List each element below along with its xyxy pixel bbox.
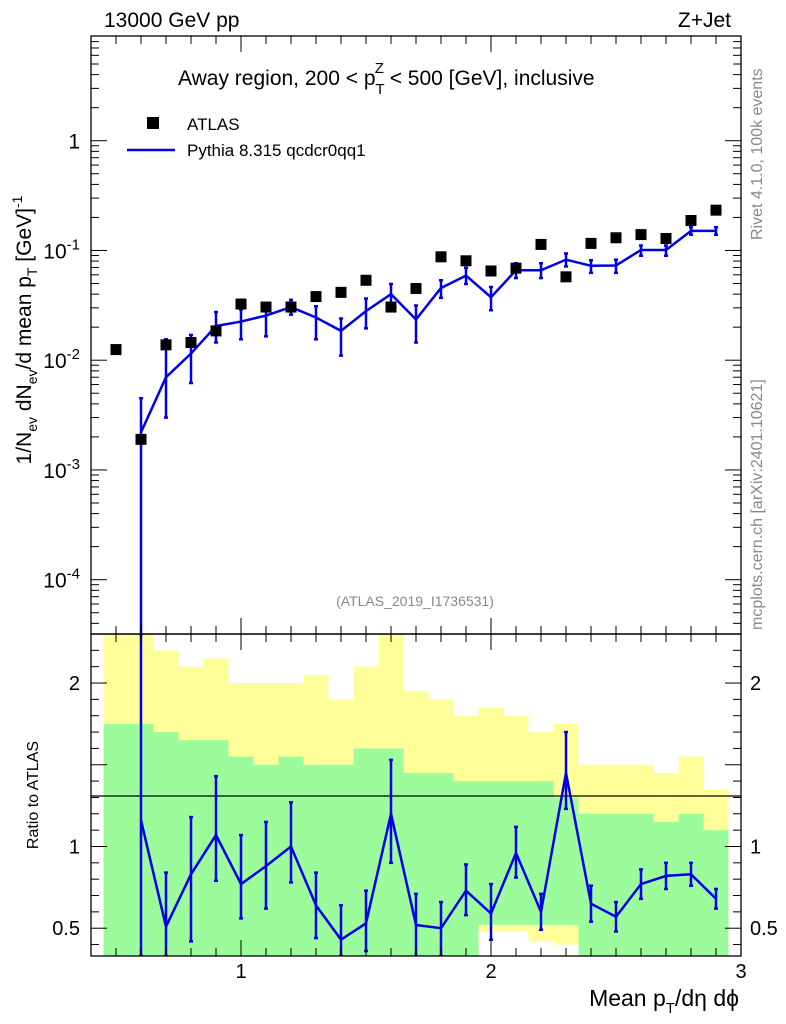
legend-atlas-marker — [147, 117, 159, 129]
atlas-data-point — [510, 262, 522, 274]
pythia-line — [139, 229, 716, 433]
atlas-data-point — [560, 271, 572, 283]
atlas-data-point — [485, 265, 497, 277]
atlas-data-point — [210, 325, 222, 337]
x-tick-label: 1 — [235, 961, 246, 983]
atlas-data-point — [685, 215, 697, 227]
atlas-data-point — [660, 233, 672, 245]
atlas-data-point — [335, 286, 347, 298]
atlas-data-point — [410, 283, 422, 295]
green-band-bin — [603, 813, 629, 956]
y-tick-label: 10-1 — [43, 236, 80, 263]
axis-tick-labels: 10-4 10-3 10-2 10-1 1 0.5 0.5 1 1 2 2 1 2 3 — [43, 131, 778, 983]
y-tick-label: 1 — [68, 131, 80, 154]
x-tick-label: 2 — [485, 961, 496, 983]
ratio-y-tick-label-right: 1 — [750, 836, 761, 858]
atlas-data-point — [310, 291, 322, 303]
atlas-data-point — [585, 237, 597, 249]
x-tick-label: 3 — [735, 961, 746, 983]
ratio-y-tick-label-left: 0.5 — [52, 918, 80, 940]
ratio-y-tick-label-left: 1 — [69, 836, 80, 858]
green-band-bin — [103, 723, 129, 956]
atlas-data-point — [435, 251, 447, 263]
atlas-data-point — [285, 301, 297, 313]
main-plot-series — [110, 204, 722, 634]
atlas-data-point — [460, 255, 472, 267]
atlas-data-point — [535, 238, 547, 250]
atlas-data-point — [135, 433, 147, 445]
atlas-data-point — [185, 336, 197, 348]
atlas-data-point — [635, 229, 647, 241]
plot-title: Away region, 200 < pTZ < 500 [GeV], incl… — [178, 60, 595, 98]
collision-label: 13000 GeV pp — [104, 9, 239, 32]
ratio-y-tick-label-right: 0.5 — [750, 918, 778, 940]
atlas-data-point — [260, 301, 272, 313]
analysis-id-watermark: (ATLAS_2019_I1736531) — [336, 593, 494, 609]
ratio-y-tick-label-right: 2 — [750, 673, 761, 695]
atlas-data-point — [710, 204, 722, 216]
y-tick-label: 10-4 — [43, 566, 80, 593]
legend-pythia-label: Pythia 8.315 qcdcr0qq1 — [187, 141, 366, 160]
atlas-data-point — [160, 339, 172, 351]
y-axis-label: 1/Nev dNev/d mean pT [GeV]-1 — [9, 195, 40, 464]
y-tick-label: 10-3 — [43, 456, 80, 483]
x-axis-label: Mean pT/dη dϕ — [589, 985, 739, 1017]
atlas-data-point — [110, 344, 122, 356]
ratio-y-axis-label: Ratio to ATLAS — [25, 741, 42, 849]
atlas-data-point — [385, 301, 397, 313]
process-label: Z+Jet — [678, 9, 731, 32]
atlas-data-point — [610, 232, 622, 244]
rivet-version-label: Rivet 4.1.0, 100k events — [749, 68, 766, 240]
mcplots-label: mcplots.cern.ch [arXiv:2401.10621] — [749, 379, 766, 630]
y-tick-label: 10-2 — [43, 346, 80, 373]
legend-atlas-label: ATLAS — [187, 115, 240, 134]
atlas-data-point — [360, 274, 372, 286]
ratio-y-tick-label-left: 2 — [69, 673, 80, 695]
atlas-data-point — [235, 298, 247, 310]
ratio-series — [139, 634, 718, 956]
axis-ticks — [90, 35, 742, 956]
ratio-line — [139, 772, 717, 942]
